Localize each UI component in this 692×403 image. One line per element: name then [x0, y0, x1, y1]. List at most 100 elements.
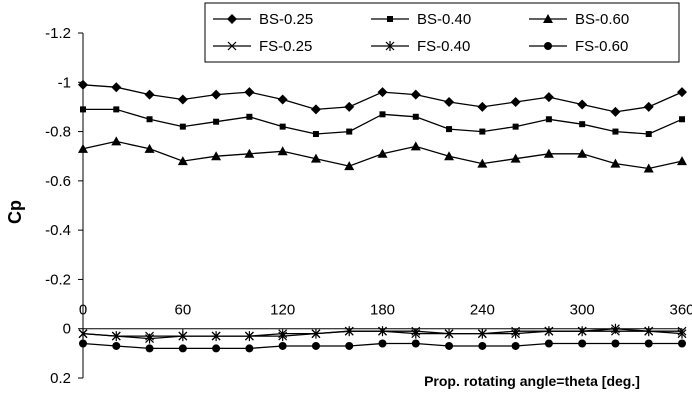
legend-item: BS-0.60: [529, 11, 629, 28]
data-point: [611, 339, 620, 348]
data-point: [311, 341, 320, 350]
data-point: [643, 163, 654, 173]
x-tick-label: 300: [570, 302, 595, 319]
data-point: [611, 323, 620, 334]
y-tick-label: 0: [63, 321, 71, 338]
data-point: [579, 121, 586, 128]
data-point: [477, 158, 488, 168]
axes: -1.2 -1 -0.8 -0.6 -0.4 -0.2 0 0.2 0 60 120 180 240 30…: [45, 25, 692, 387]
data-point: [446, 126, 453, 133]
legend-marker: [387, 16, 393, 22]
data-point: [78, 328, 88, 339]
data-point: [477, 101, 488, 112]
data-point: [345, 341, 354, 350]
y-tick-label: 0.2: [50, 370, 71, 387]
x-tick-label: 240: [470, 302, 495, 319]
x-tick-label: 180: [370, 302, 395, 319]
data-point: [311, 328, 321, 339]
data-point: [344, 326, 354, 337]
data-point: [378, 326, 387, 337]
data-point: [412, 113, 419, 120]
data-point: [112, 341, 121, 350]
data-point: [213, 118, 220, 125]
x-tick-label: 120: [270, 302, 295, 319]
data-point: [544, 326, 554, 337]
data-point: [178, 344, 187, 353]
legend-marker: [227, 14, 237, 24]
data-point: [612, 128, 619, 135]
series-FS-0.60: [79, 339, 686, 353]
data-point: [645, 131, 652, 138]
data-point: [444, 328, 454, 339]
data-point: [211, 331, 221, 342]
data-point: [377, 87, 388, 98]
data-point: [144, 143, 155, 153]
data-point: [178, 331, 188, 342]
data-point: [310, 104, 321, 115]
series-BS-0.40: [80, 106, 685, 138]
y-tick-label: -1.2: [45, 25, 71, 42]
data-point: [510, 97, 521, 107]
data-point: [577, 148, 588, 158]
data-point: [344, 161, 355, 171]
y-axis-title: Cp: [5, 200, 25, 224]
x-tick-label: 60: [174, 302, 191, 319]
legend-marker: [544, 42, 552, 50]
y-tick-label: -0.6: [45, 173, 71, 190]
data-point: [578, 339, 587, 348]
data-point: [244, 148, 255, 158]
data-point: [577, 99, 588, 110]
data-point: [610, 158, 621, 168]
data-point: [179, 123, 186, 130]
legend-item: BS-0.40: [371, 11, 471, 28]
series-group: [78, 79, 687, 353]
y-tick-label: -1: [58, 74, 71, 91]
data-point: [444, 97, 455, 107]
data-point: [677, 156, 687, 166]
data-point: [512, 123, 519, 130]
legend-box: [204, 2, 680, 63]
data-point: [445, 341, 454, 350]
legend-label: BS-0.25: [259, 11, 313, 28]
series-BS-0.60: [78, 136, 687, 173]
data-point: [111, 331, 121, 342]
data-point: [246, 113, 253, 120]
data-point: [145, 333, 154, 344]
data-point: [212, 344, 221, 353]
data-point: [543, 92, 554, 103]
legend-label: BS-0.60: [575, 11, 629, 28]
data-point: [244, 331, 254, 342]
data-point: [346, 128, 353, 135]
data-point: [511, 341, 520, 350]
data-point: [278, 331, 288, 342]
data-point: [377, 148, 388, 158]
series-BS-0.25: [78, 79, 687, 117]
data-point: [643, 101, 654, 112]
data-point: [78, 143, 88, 153]
data-point: [146, 116, 153, 123]
data-point: [177, 94, 188, 105]
legend-marker: [227, 41, 237, 51]
data-point: [543, 148, 554, 158]
data-point: [277, 146, 288, 156]
legend-marker: [543, 14, 553, 23]
data-point: [410, 141, 421, 151]
legend-label: BS-0.40: [417, 11, 471, 28]
data-point: [79, 339, 87, 348]
data-point: [378, 339, 387, 348]
data-point: [410, 89, 421, 100]
data-point: [610, 106, 621, 117]
data-point: [177, 156, 188, 166]
data-point: [111, 136, 122, 146]
data-point: [278, 341, 287, 350]
x-tick-label: 0: [79, 302, 87, 319]
legend: BS-0.25 BS-0.40 BS-0.60 FS-0.25 FS-0.40 FS-0.…: [204, 2, 680, 63]
data-point: [310, 153, 321, 163]
data-point: [477, 328, 487, 339]
legend-label: FS-0.60: [575, 38, 628, 55]
data-point: [312, 131, 319, 138]
data-point: [545, 116, 552, 123]
data-point: [245, 344, 254, 353]
